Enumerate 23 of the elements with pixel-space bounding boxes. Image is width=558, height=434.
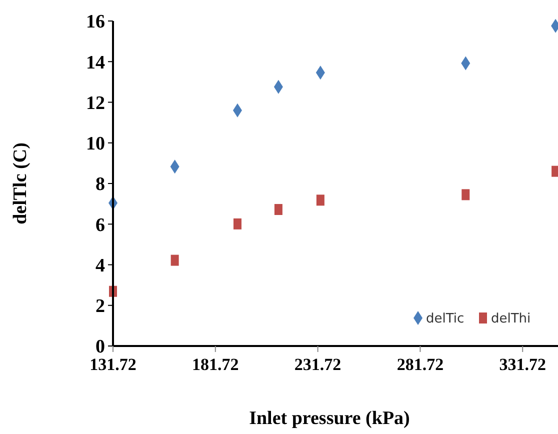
y-tick-label: 6: [96, 214, 105, 236]
y-tick-label: 16: [86, 12, 105, 33]
y-tick-label: 12: [86, 92, 105, 114]
point: [233, 218, 242, 230]
x-tick-label: 231.72: [294, 355, 342, 374]
x-tick-label: 181.72: [192, 355, 239, 374]
legend-label: delThi: [491, 312, 531, 327]
y-tick-label: 8: [96, 174, 105, 196]
x-tick-label: 331.72: [499, 355, 546, 374]
x-tick-label: 131.72: [90, 355, 136, 374]
point: [170, 254, 179, 266]
y-tick-label: 10: [86, 134, 105, 155]
y-tick-label: 14: [86, 52, 106, 74]
point: [316, 194, 324, 206]
point: [462, 189, 470, 200]
y-tick-label: 0: [96, 336, 105, 358]
point: [274, 204, 282, 215]
y-tick-label: 4: [96, 255, 106, 276]
y-tick-label: 2: [96, 296, 105, 318]
x-tick-label: 281.72: [396, 355, 444, 374]
x-axis-title: Inlet pressure (kPa): [249, 408, 410, 429]
y-axis-title: delTlc (C): [10, 142, 31, 224]
legend-label: delTic: [426, 312, 464, 327]
